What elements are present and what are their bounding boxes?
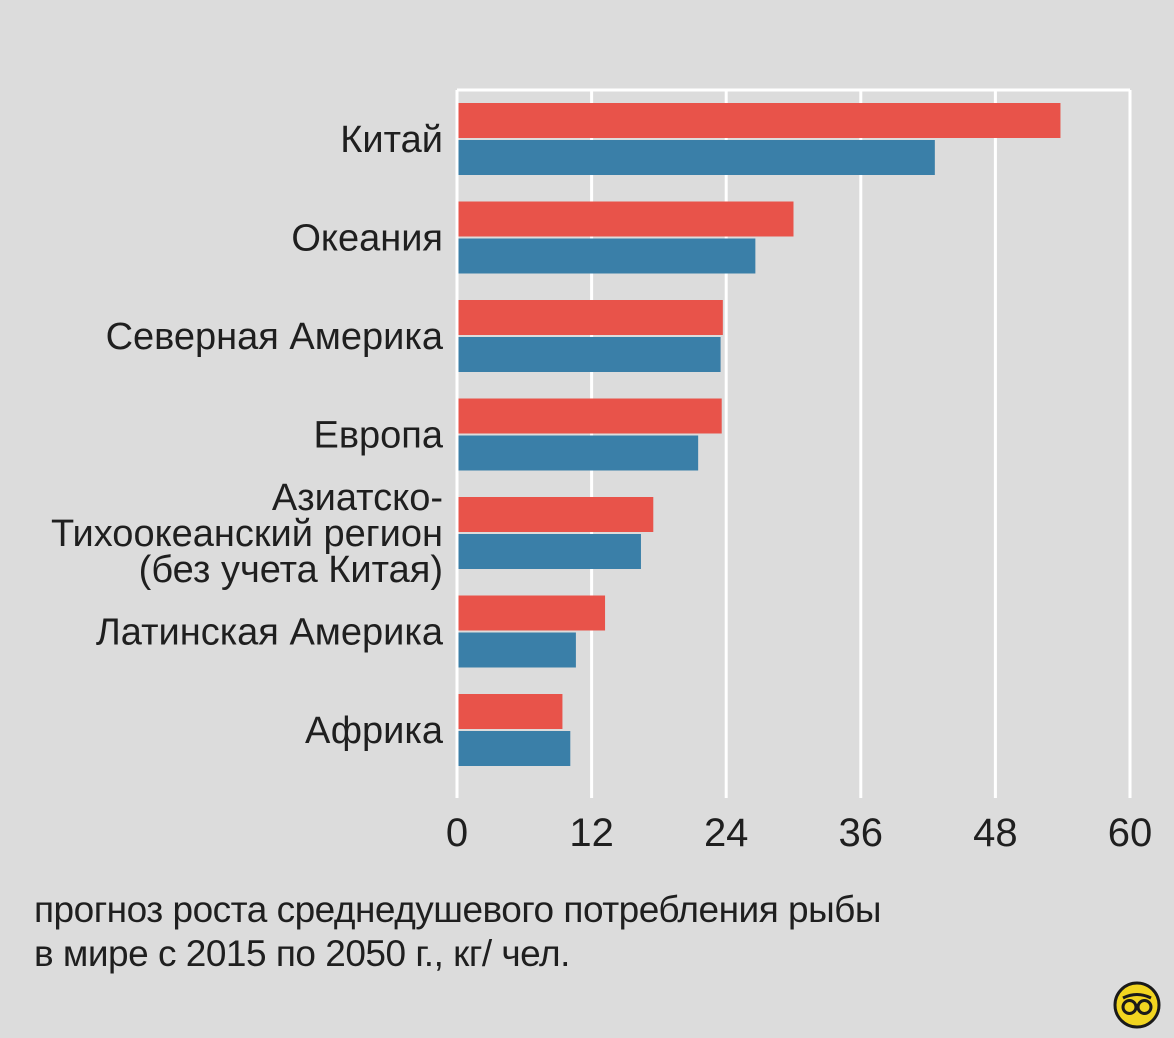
bar-series-1 <box>457 694 563 729</box>
bar-series-1 <box>457 497 654 532</box>
bar-series-2 <box>457 238 756 274</box>
x-tick-label: 36 <box>839 811 884 855</box>
category-label: Латинская Америка <box>96 612 444 654</box>
category-label: (без учета Китая) <box>139 549 443 591</box>
category-label: Океания <box>291 218 443 260</box>
bar-series-2 <box>457 534 641 569</box>
bar-series-2 <box>457 632 576 668</box>
bar-series-2 <box>457 140 935 175</box>
bar-chart: Китай Океания Северная Америка Европа Азиатс… <box>51 88 1152 855</box>
x-tick-label: 48 <box>973 811 1018 855</box>
caption-line-2: в мире с 2015 по 2050 г., кг/ чел. <box>34 933 570 974</box>
category-label: Северная Америка <box>106 316 444 358</box>
x-tick-label: 0 <box>446 811 468 855</box>
glasses-logo-icon <box>1113 981 1161 1029</box>
bar-series-1 <box>457 300 723 335</box>
bar-series-1 <box>457 595 606 631</box>
category-labels: Китай Океания Северная Америка Европа Азиатс… <box>51 119 444 752</box>
category-label: Африка <box>305 710 444 752</box>
bar-series-1 <box>457 103 1061 138</box>
bar-series-2 <box>457 337 721 372</box>
x-tick-label: 24 <box>704 811 749 855</box>
x-tick-labels: 0 12 24 36 48 60 <box>446 811 1152 855</box>
category-label: Тихоокеанский регион <box>51 513 443 555</box>
bar-series-2 <box>457 435 699 471</box>
category-label: Китай <box>340 119 443 161</box>
category-label: Азиатско- <box>272 477 443 519</box>
category-label: Европа <box>313 415 443 457</box>
bar-series-1 <box>457 201 794 237</box>
bars <box>457 103 1061 766</box>
bar-series-2 <box>457 731 571 766</box>
caption-line-1: прогноз роста среднедушевого потребления… <box>34 889 881 930</box>
bar-series-1 <box>457 398 722 434</box>
x-tick-label: 12 <box>569 811 614 855</box>
x-tick-label: 60 <box>1108 811 1153 855</box>
chart-caption: прогноз роста среднедушевого потребления… <box>34 888 1034 976</box>
